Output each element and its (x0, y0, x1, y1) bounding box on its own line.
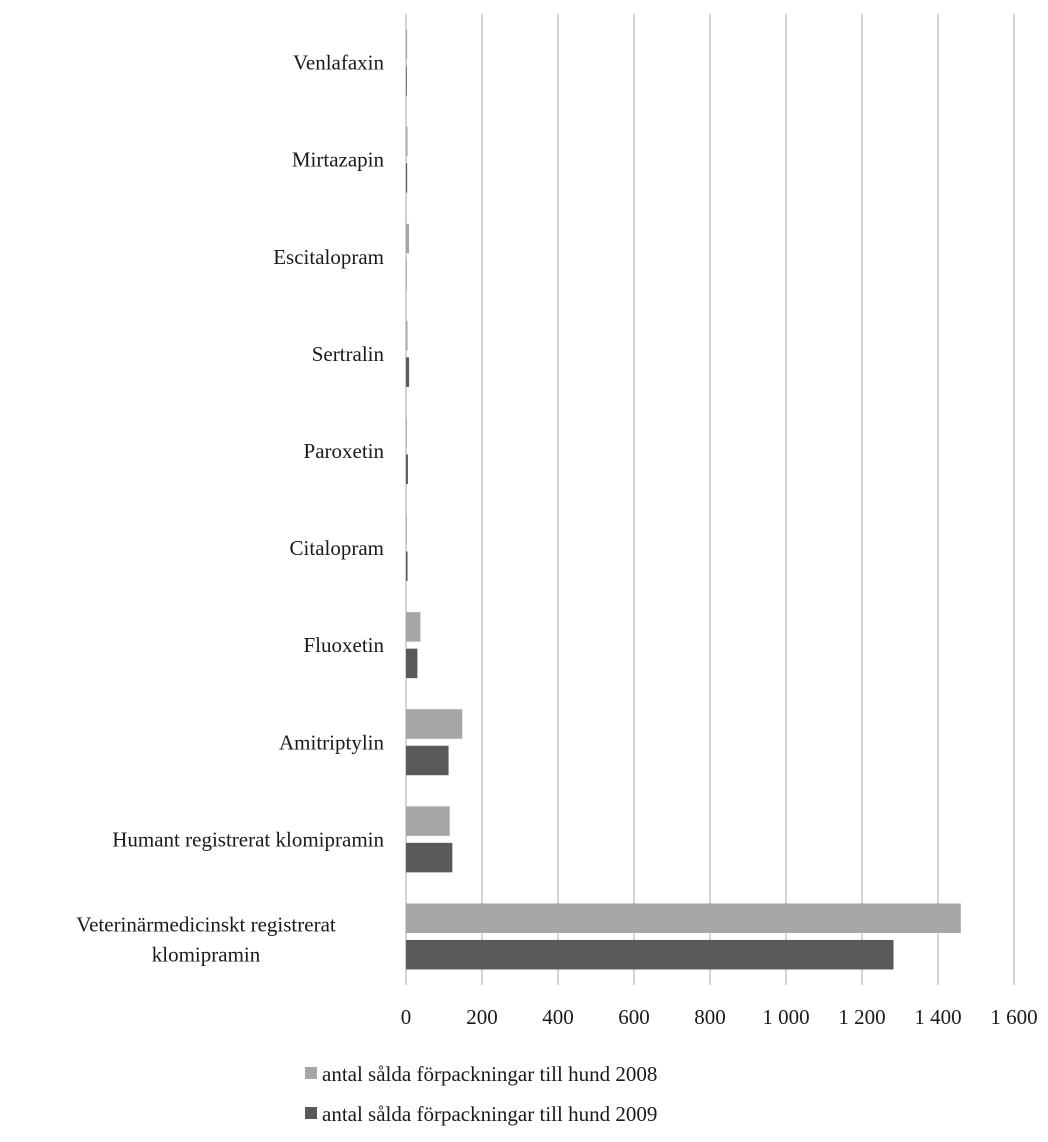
bar-2009 (406, 163, 408, 193)
legend-swatch (305, 1067, 317, 1079)
gridlines (405, 14, 1015, 985)
bar-2009 (406, 551, 408, 582)
bar-2008 (406, 612, 421, 642)
x-tick-labels: 0 200 400 600 800 1 000 1 200 1 400 1 600 (401, 1005, 1038, 1029)
bar-2008 (406, 515, 407, 545)
legend: antal sålda förpackningar till hund 2008… (305, 1062, 657, 1126)
x-tick-label: 1 000 (762, 1005, 809, 1029)
bar-2008 (406, 126, 408, 157)
bar-2009 (406, 454, 408, 484)
bar-2008 (406, 806, 450, 836)
bar-2009 (406, 648, 418, 679)
x-tick-label: 1 600 (990, 1005, 1037, 1029)
category-label: Escitalopram (273, 245, 384, 269)
x-tick-label: 400 (542, 1005, 574, 1029)
bar-2009 (406, 939, 894, 970)
category-label: Amitriptylin (279, 730, 385, 754)
bar-2008 (406, 29, 408, 60)
category-labels: Venlafaxin Mirtazapin Escitalopram Sertrali… (76, 51, 384, 967)
bar-2008 (406, 709, 463, 739)
bar-2008 (406, 903, 961, 933)
bar-2009 (406, 66, 407, 96)
bar-2008 (406, 320, 408, 351)
x-tick-label: 600 (618, 1005, 650, 1029)
bars (406, 29, 961, 970)
bar-2009 (406, 745, 449, 776)
x-tick-label: 800 (694, 1005, 726, 1029)
category-label: Paroxetin (304, 439, 385, 463)
bar-2009 (406, 842, 453, 873)
legend-swatch (305, 1107, 317, 1119)
bar-2009 (406, 357, 410, 387)
x-tick-label: 1 200 (838, 1005, 885, 1029)
bar-2008 (406, 417, 407, 448)
category-label: Sertralin (312, 342, 385, 366)
category-label: Veterinärmedicinskt registrerat klomipram… (76, 912, 336, 966)
category-label: Citalopram (290, 536, 384, 560)
category-label: Humant registrerat klomipramin (112, 827, 384, 851)
bar-2008 (406, 223, 410, 254)
category-label: Venlafaxin (293, 51, 384, 75)
category-label: Fluoxetin (303, 633, 384, 657)
x-tick-label: 1 400 (914, 1005, 961, 1029)
legend-label: antal sålda förpackningar till hund 2009 (322, 1102, 657, 1126)
x-tick-label: 0 (401, 1005, 412, 1029)
category-label: Mirtazapin (292, 148, 385, 172)
x-tick-label: 200 (466, 1005, 498, 1029)
legend-label: antal sålda förpackningar till hund 2008 (322, 1062, 657, 1086)
